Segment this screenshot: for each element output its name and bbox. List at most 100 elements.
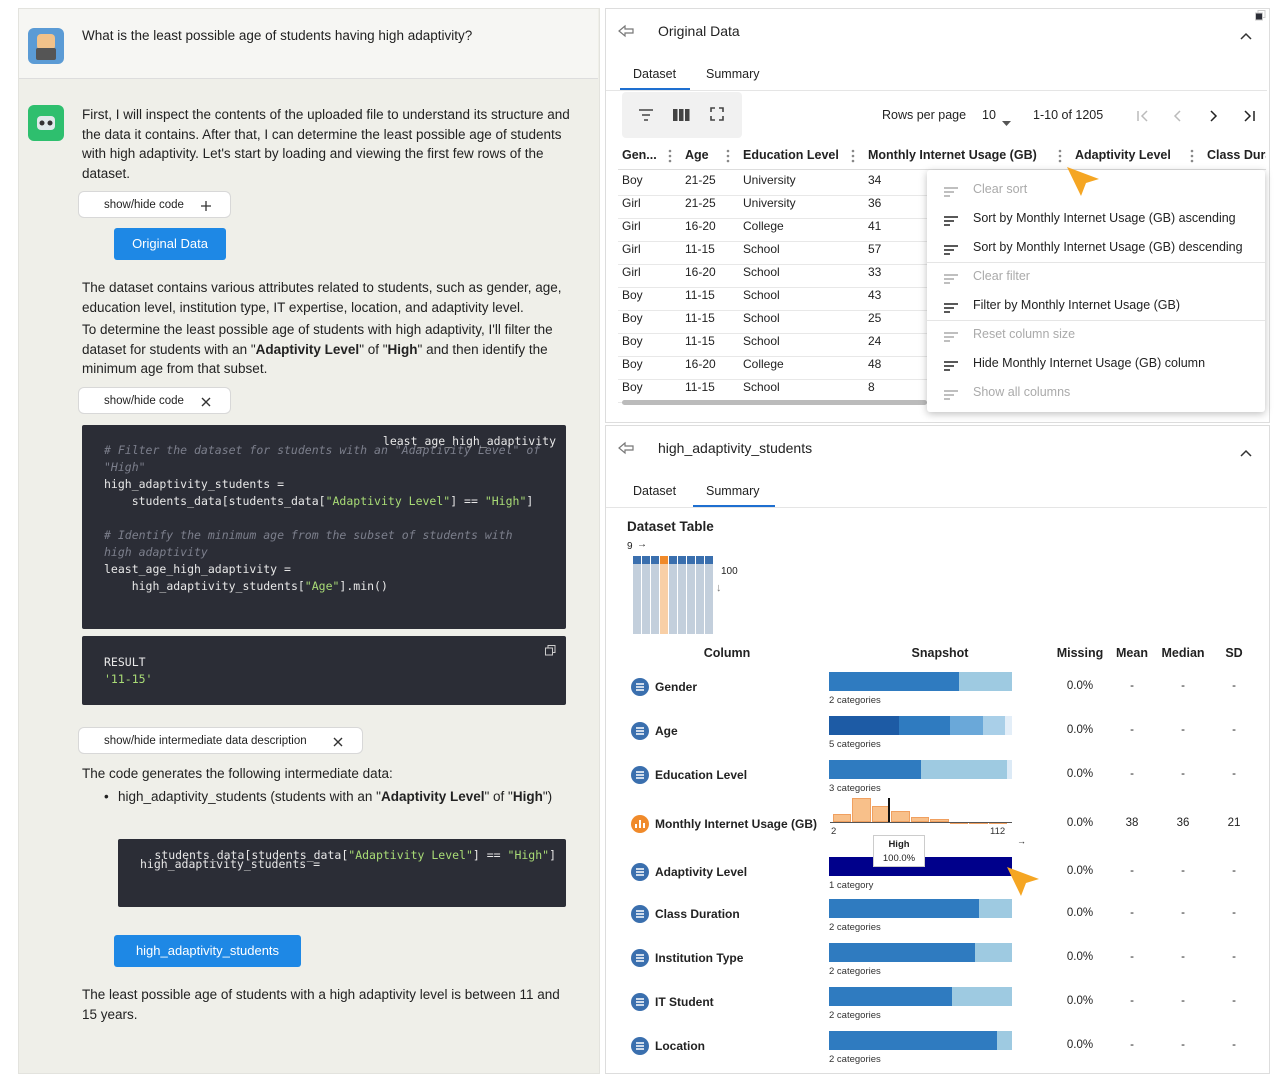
table-header-glyph <box>678 556 686 564</box>
tab[interactable]: Dataset <box>633 484 677 498</box>
summary-cell: 0.0% <box>1066 817 1094 829</box>
column-menu-icon[interactable] <box>1190 149 1194 168</box>
menu-item[interactable]: Sort by Monthly Internet Usage (GB) asce… <box>973 211 1236 225</box>
cell: Girl <box>622 219 641 233</box>
bullet-text: high_adaptivity_students (students with … <box>118 787 558 807</box>
column-menu-icon[interactable] <box>1058 149 1062 168</box>
summary-cell: 0.0% <box>1066 768 1094 780</box>
toggle-button[interactable]: show/hide code <box>78 387 231 414</box>
dropdown-icon[interactable] <box>1002 113 1011 131</box>
menu-icon <box>943 359 959 377</box>
column-menu-icon[interactable] <box>668 149 672 168</box>
answer-intro: First, I will inspect the contents of th… <box>82 107 570 181</box>
column-header[interactable]: Education Level <box>743 148 839 162</box>
summary-cell: 0.0% <box>1066 865 1094 877</box>
back-icon[interactable] <box>618 441 634 460</box>
panel-title: high_adaptivity_students <box>658 440 813 456</box>
cell: 8 <box>868 380 875 394</box>
table-column-glyph <box>660 556 668 634</box>
pagination-button[interactable] <box>1136 109 1148 127</box>
tab[interactable]: Dataset <box>633 67 677 81</box>
section-heading: Dataset Table <box>627 519 714 534</box>
copy-icon[interactable] <box>1255 8 1266 26</box>
bin-label: 2 <box>831 826 837 837</box>
column-type-icon <box>631 993 649 1016</box>
fullscreen-icon[interactable] <box>710 107 724 126</box>
column-header[interactable]: Monthly Internet Usage (GB) <box>868 148 1037 162</box>
page-range: 1-10 of 1205 <box>1033 108 1104 122</box>
code-text: "Age" <box>304 579 340 593</box>
code-text: students_data[students_data[ <box>104 494 326 508</box>
cell: Boy <box>622 357 643 371</box>
back-icon[interactable] <box>618 24 634 43</box>
column-header[interactable]: Class Dura <box>1207 148 1266 162</box>
code-text: ] <box>549 848 556 862</box>
column-menu-icon[interactable] <box>726 149 730 168</box>
cell: 16-20 <box>685 265 716 279</box>
tab[interactable]: Summary <box>706 67 760 81</box>
column-header[interactable]: Adaptivity Level <box>1075 148 1171 162</box>
snapshot-label: 2 categories <box>829 695 881 706</box>
menu-item[interactable]: Sort by Monthly Internet Usage (GB) desc… <box>973 240 1243 254</box>
data-button[interactable]: high_adaptivity_students <box>114 935 301 967</box>
tooltip-label: High <box>888 839 910 850</box>
cell: 36 <box>868 196 882 210</box>
table-column-glyph <box>633 556 641 634</box>
summary-cell: 21 <box>1227 817 1241 829</box>
cell: 34 <box>868 173 882 187</box>
summary-cell: - <box>1232 1039 1236 1051</box>
code-text: least_age_high_adaptivity = <box>104 562 291 576</box>
collapse-icon[interactable] <box>1240 27 1252 45</box>
rows-per-page[interactable]: 10 <box>982 108 996 122</box>
code-line: # Filter the dataset for students with a… <box>104 442 544 476</box>
tab-underline <box>693 505 775 507</box>
cell: School <box>743 242 780 256</box>
column-type-icon <box>631 949 649 972</box>
summary-cell: 0.0% <box>1066 951 1094 963</box>
paragraph-rich-part: High <box>387 341 418 357</box>
column-menu-icon[interactable] <box>851 149 855 168</box>
columns-icon[interactable] <box>673 108 690 126</box>
collapse-icon[interactable] <box>1240 444 1252 462</box>
cell: School <box>743 265 780 279</box>
summary-cell: - <box>1181 907 1185 919</box>
result-label: RESULT <box>104 655 146 669</box>
summary-cell: 0.0% <box>1066 995 1094 1007</box>
code-text: high_adaptivity_students[ <box>104 579 305 593</box>
snapshot-segment <box>829 943 976 962</box>
snapshot-segment <box>829 899 980 918</box>
toggle-button[interactable]: show/hide intermediate data description <box>78 727 363 754</box>
column-header[interactable]: Gen... <box>622 148 657 162</box>
code-text: "High" <box>507 848 550 862</box>
paragraph-rich-part: " of " <box>359 341 388 357</box>
tab[interactable]: Summary <box>706 484 760 498</box>
cell: 24 <box>868 334 882 348</box>
cell: Girl <box>622 265 641 279</box>
table-column-glyph <box>669 556 677 634</box>
menu-item[interactable]: Hide Monthly Internet Usage (GB) column <box>973 356 1206 370</box>
filter-icon[interactable] <box>638 108 654 126</box>
snapshot-segment <box>958 672 1012 691</box>
code-line <box>104 510 544 527</box>
summary-panel <box>605 425 1270 1074</box>
data-button[interactable]: Original Data <box>114 228 226 260</box>
snapshot-label: 2 categories <box>829 922 881 933</box>
header-border <box>618 169 1266 170</box>
menu-item: Clear sort <box>973 182 1028 196</box>
menu-item[interactable]: Filter by Monthly Internet Usage (GB) <box>973 298 1181 312</box>
result-value: '11-15' <box>104 672 153 686</box>
table-column-glyph <box>642 556 650 634</box>
column-header[interactable]: Age <box>685 148 709 162</box>
code-text: high_adaptivity_students = <box>140 857 321 871</box>
conclusion: The least possible age of students with … <box>82 987 560 1022</box>
pagination-button[interactable] <box>1208 109 1220 127</box>
snapshot-segment <box>829 987 952 1006</box>
column-type-icon <box>631 722 649 745</box>
summary-cell: - <box>1181 1039 1185 1051</box>
summary-cell: - <box>1232 907 1236 919</box>
pagination-button[interactable] <box>1244 109 1256 127</box>
histogram-bar <box>833 814 852 822</box>
pagination-button[interactable] <box>1172 109 1184 127</box>
copy-icon[interactable] <box>545 644 556 661</box>
